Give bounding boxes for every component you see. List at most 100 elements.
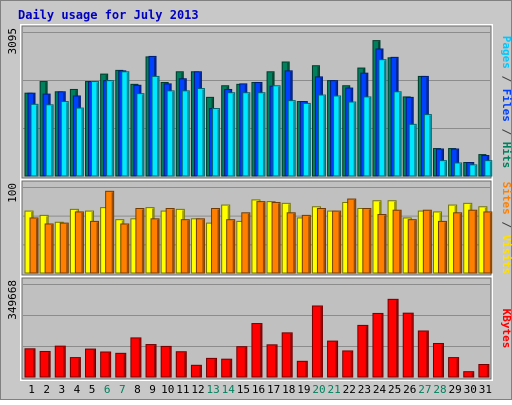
bar-shade-kbytes-day-31 <box>486 365 489 377</box>
panel-top: 3095 Pages / Files / Hits <box>6 24 512 180</box>
bar-shade-kbytes-day-30 <box>471 372 474 377</box>
bar-sites-day-18 <box>286 212 296 274</box>
bar-sites-day-9 <box>150 218 160 274</box>
bar-sites-day-31 <box>483 211 493 274</box>
x-tick-label-day-7: 7 <box>119 383 126 396</box>
bar-sites-day-11 <box>180 219 190 274</box>
bar-shade-kbytes-day-28 <box>441 344 443 377</box>
bar-pages-day-19 <box>302 102 311 177</box>
bar-sites-day-7 <box>120 223 130 274</box>
bar-shade-sites-day-1 <box>36 218 38 273</box>
bar-sites-day-2 <box>44 223 54 274</box>
bar-shade-pages-day-20 <box>323 96 325 176</box>
bar-sites-day-3 <box>59 222 69 274</box>
bar-shade-kbytes-day-24 <box>380 314 383 377</box>
x-tick-label-day-31: 31 <box>479 383 492 396</box>
bar-shade-sites-day-4 <box>81 212 83 273</box>
bar-kbytes-day-24 <box>372 312 384 378</box>
x-tick-label-day-6: 6 <box>104 383 111 396</box>
bar-shade-kbytes-day-12 <box>199 366 201 377</box>
bar-kbytes-day-12 <box>190 364 202 378</box>
bar-kbytes-day-16 <box>251 323 263 378</box>
x-tick-label-day-15: 15 <box>237 383 250 396</box>
bar-pages-day-11 <box>181 90 190 177</box>
bar-kbytes-day-27 <box>417 330 429 378</box>
bar-kbytes-day-23 <box>357 324 369 378</box>
bar-pages-day-31 <box>484 160 493 177</box>
x-tick-label-day-2: 2 <box>43 383 50 396</box>
x-tick-label-day-5: 5 <box>89 383 96 396</box>
bar-sites-day-8 <box>135 208 145 274</box>
bar-shade-pages-day-29 <box>459 163 462 176</box>
bar-shade-pages-day-27 <box>429 115 431 176</box>
bar-kbytes-day-26 <box>402 312 414 378</box>
bar-shade-sites-day-22 <box>353 200 356 273</box>
bar-shade-kbytes-day-17 <box>275 345 277 377</box>
x-tick-label-day-17: 17 <box>267 383 280 396</box>
bar-shade-kbytes-day-25 <box>396 300 398 377</box>
bar-shade-kbytes-day-29 <box>456 358 459 377</box>
bar-pages-day-30 <box>469 164 478 177</box>
bar-shade-pages-day-19 <box>308 104 310 176</box>
bar-shade-sites-day-31 <box>489 212 492 273</box>
bar-pages-day-22 <box>348 101 357 177</box>
panel-ymax-label: 349668 <box>6 280 19 320</box>
panel-series-legend: Sites / Visits <box>500 182 512 275</box>
x-tick-label-day-8: 8 <box>134 383 141 396</box>
x-tick-label-day-21: 21 <box>328 383 341 396</box>
bar-shade-sites-day-26 <box>414 220 416 273</box>
bar-shade-pages-day-25 <box>399 92 401 176</box>
bar-pages-day-3 <box>60 101 69 177</box>
bar-shade-pages-day-7 <box>126 72 129 176</box>
chart-panels: 3095 Pages / Files / Hits 100 Sites / Visit… <box>6 24 512 381</box>
bar-kbytes-day-7 <box>115 352 127 378</box>
bar-kbytes-day-20 <box>311 305 323 378</box>
bar-shade-kbytes-day-2 <box>48 352 50 377</box>
legend-label-part: Pages <box>500 36 512 69</box>
x-tick-label-day-11: 11 <box>176 383 189 396</box>
bar-shade-pages-day-14 <box>232 93 235 176</box>
bar-shade-pages-day-17 <box>278 86 280 176</box>
bar-shade-kbytes-day-6 <box>108 352 111 377</box>
bar-sites-day-24 <box>377 214 387 274</box>
x-tick-label-day-27: 27 <box>418 383 431 396</box>
bar-shade-pages-day-10 <box>172 91 174 176</box>
bar-sites-day-30 <box>468 209 478 274</box>
bar-shade-sites-day-24 <box>383 215 386 273</box>
bar-pages-day-21 <box>333 95 342 177</box>
bar-shade-kbytes-day-27 <box>426 331 428 377</box>
bar-pages-day-24 <box>378 59 387 177</box>
bar-shade-pages-day-16 <box>262 93 265 176</box>
x-tick-label-day-23: 23 <box>358 383 371 396</box>
bar-kbytes-day-4 <box>69 357 81 378</box>
legend-label-part: / <box>500 69 512 89</box>
bar-kbytes-day-14 <box>221 358 233 378</box>
x-tick-label-day-30: 30 <box>464 383 477 396</box>
bar-kbytes-day-9 <box>145 344 157 378</box>
legend-label-part: Visits <box>500 235 512 275</box>
bar-kbytes-day-29 <box>448 357 460 378</box>
bar-sites-day-15 <box>241 212 251 274</box>
bar-pages-day-20 <box>317 94 326 177</box>
bar-pages-day-29 <box>454 162 463 177</box>
x-tick-label-day-25: 25 <box>388 383 401 396</box>
bar-pages-day-7 <box>121 71 130 177</box>
bar-shade-kbytes-day-23 <box>365 326 368 377</box>
bar-shade-sites-day-28 <box>444 222 446 273</box>
x-tick-label-day-9: 9 <box>149 383 156 396</box>
bar-shade-pages-day-31 <box>489 161 492 176</box>
bar-kbytes-day-17 <box>266 344 278 378</box>
bar-shade-kbytes-day-3 <box>63 347 65 377</box>
bar-kbytes-day-31 <box>478 363 490 378</box>
x-tick-label-day-18: 18 <box>282 383 295 396</box>
bar-kbytes-day-21 <box>327 340 339 378</box>
bar-shade-pages-day-15 <box>247 93 250 176</box>
bar-pages-day-1 <box>30 103 39 177</box>
bar-shade-pages-day-18 <box>293 101 295 176</box>
bar-shade-kbytes-day-9 <box>154 345 156 377</box>
bar-shade-pages-day-2 <box>51 105 53 176</box>
bar-sites-day-19 <box>301 214 311 274</box>
bar-pages-day-25 <box>393 91 402 177</box>
bar-pages-day-18 <box>287 100 296 177</box>
bar-shade-pages-day-28 <box>444 161 446 176</box>
